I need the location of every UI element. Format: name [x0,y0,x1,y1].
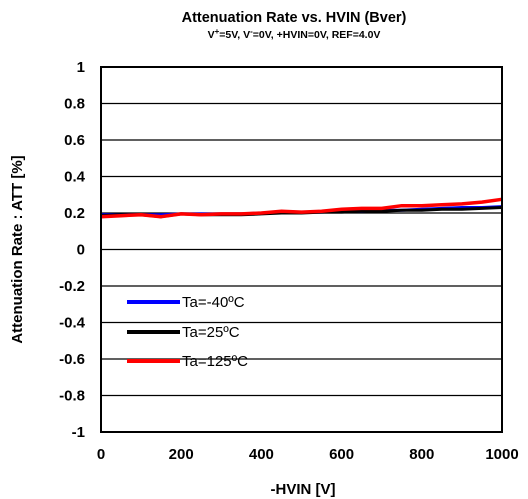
series-layer [100,197,503,219]
x-tick-label: 800 [409,446,434,463]
x-tick-label: 400 [249,446,274,463]
x-tick-label: 1000 [485,446,518,463]
grid-lines [101,102,502,397]
y-tick-label: -0.4 [59,315,86,332]
legend-label: Ta=125ºC [182,353,248,370]
x-tick-label: 600 [329,446,354,463]
y-tick-label: 1 [77,59,85,76]
y-tick-label: -0.2 [59,278,85,295]
y-tick-label: 0.4 [64,169,86,186]
series-line [100,197,503,219]
chart-title: Attenuation Rate vs. HVIN (Bver) [182,10,407,26]
plot-frame [100,66,503,433]
y-tick-labels: 1 0.8 0.6 0.4 0.2 0 -0.2 -0.4 -0.6 -0.8 -1 [59,59,86,441]
x-axis-label: -HVIN [V] [271,481,336,498]
x-tick-label: 0 [97,446,105,463]
y-tick-label: 0.8 [64,96,85,113]
legend-label: Ta=25ºC [182,324,240,341]
x-tick-label: 200 [169,446,194,463]
chart-subtitle: V+=5V, V-=0V, +HVIN=0V, REF=4.0V [208,27,381,41]
y-tick-label: 0 [77,242,85,259]
y-tick-label: 0.6 [64,132,85,149]
y-tick-label: -1 [72,424,85,441]
y-axis-label: Attenuation Rate : ATT [%] [9,155,26,343]
legend-label: Ta=-40ºC [182,294,245,311]
y-tick-label: 0.2 [64,205,85,222]
x-tick-labels: 0 200 400 600 800 1000 [97,446,519,463]
y-tick-label: -0.6 [59,351,85,368]
y-tick-label: -0.8 [59,388,85,405]
legend: Ta=-40ºC Ta=25ºC Ta=125ºC [127,294,248,370]
